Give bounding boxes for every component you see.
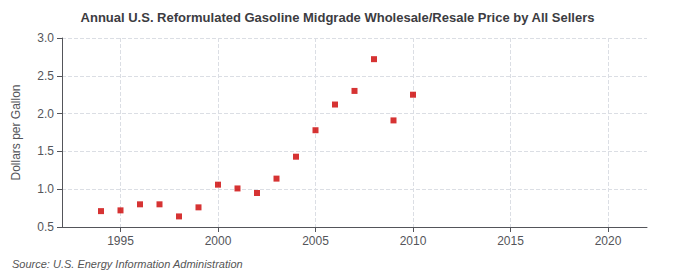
svg-text:Dollars per Gallon: Dollars per Gallon xyxy=(9,84,23,180)
svg-text:1.5: 1.5 xyxy=(37,144,54,158)
svg-text:2.5: 2.5 xyxy=(37,69,54,83)
svg-text:2010: 2010 xyxy=(400,234,427,248)
svg-text:2020: 2020 xyxy=(595,234,622,248)
svg-text:1995: 1995 xyxy=(107,234,134,248)
svg-text:Source: U.S. Energy Informatio: Source: U.S. Energy Information Administ… xyxy=(12,258,243,270)
svg-text:2015: 2015 xyxy=(497,234,524,248)
svg-text:2000: 2000 xyxy=(205,234,232,248)
svg-text:0.5: 0.5 xyxy=(37,220,54,234)
svg-text:Annual U.S. Reformulated Gasol: Annual U.S. Reformulated Gasoline Midgra… xyxy=(81,10,595,25)
svg-text:3.0: 3.0 xyxy=(37,31,54,45)
svg-text:1.0: 1.0 xyxy=(37,182,54,196)
svg-text:2.0: 2.0 xyxy=(37,107,54,121)
svg-text:2005: 2005 xyxy=(302,234,329,248)
